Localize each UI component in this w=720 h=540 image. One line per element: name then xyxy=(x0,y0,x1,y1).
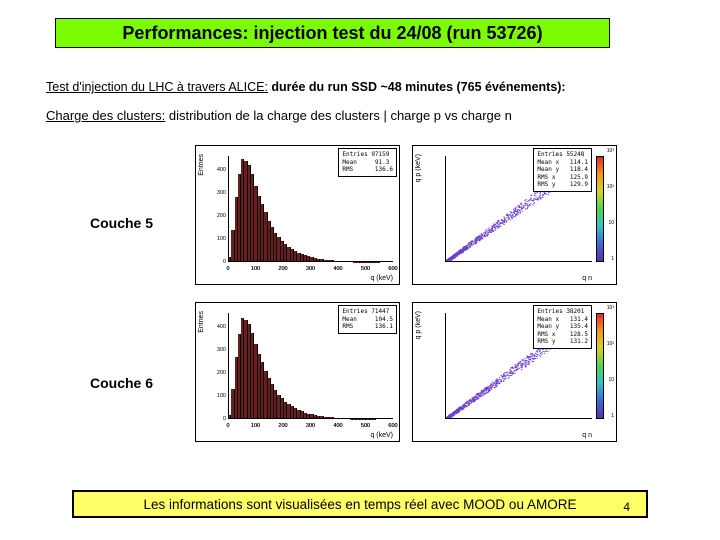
stat-box: Entries 71447 Mean 104.5 RMS 136.1 xyxy=(338,305,397,334)
stat-box: Entries 38201 Mean x 131.4 Mean y 135.4 … xyxy=(533,305,592,349)
histogram-layer5: Entries 0100200300400500600 010020030040… xyxy=(195,145,400,285)
xlabel: q n xyxy=(582,275,592,282)
colorbar xyxy=(596,156,604,262)
page-number: 4 xyxy=(623,500,630,514)
stat-box: Entries 55248 Mean x 114.1 Mean y 118.4 … xyxy=(533,148,592,192)
ylabel: Entries xyxy=(198,311,205,333)
scatter-layer6: q p (keV) q n Entries 38201 Mean x 131.4… xyxy=(412,302,617,442)
desc-underline: Charge des clusters: xyxy=(46,108,165,123)
ylabel: q p (keV) xyxy=(415,311,422,339)
page-title: Performances: injection test du 24/08 (r… xyxy=(122,23,542,44)
row2-label: Couche 6 xyxy=(90,375,153,391)
footer-text: Les informations sont visualisées en tem… xyxy=(144,497,577,512)
subtitle-rest: durée du run SSD ~48 minutes (765 événem… xyxy=(268,80,566,94)
footer-box: Les informations sont visualisées en tem… xyxy=(72,490,648,518)
xlabel: q (keV) xyxy=(370,432,393,439)
histogram-layer6: Entries 0100200300400500600 010020030040… xyxy=(195,302,400,442)
subtitle-underline: Test d'injection du LHC à travers ALICE: xyxy=(46,80,268,94)
xlabel: q n xyxy=(582,432,592,439)
desc-rest: distribution de la charge des clusters |… xyxy=(165,108,512,123)
ylabel: Entries xyxy=(198,154,205,176)
stat-box: Entries 97159 Mean 91.3 RMS 136.6 xyxy=(338,148,397,177)
xlabel: q (keV) xyxy=(370,275,393,282)
description: Charge des clusters: distribution de la … xyxy=(46,108,512,123)
row1-label: Couche 5 xyxy=(90,215,153,231)
colorbar xyxy=(596,313,604,419)
ylabel: q p (keV) xyxy=(415,154,422,182)
title-box: Performances: injection test du 24/08 (r… xyxy=(55,18,610,48)
scatter-layer5: q p (keV) q n Entries 55248 Mean x 114.1… xyxy=(412,145,617,285)
subtitle: Test d'injection du LHC à travers ALICE:… xyxy=(46,80,566,94)
